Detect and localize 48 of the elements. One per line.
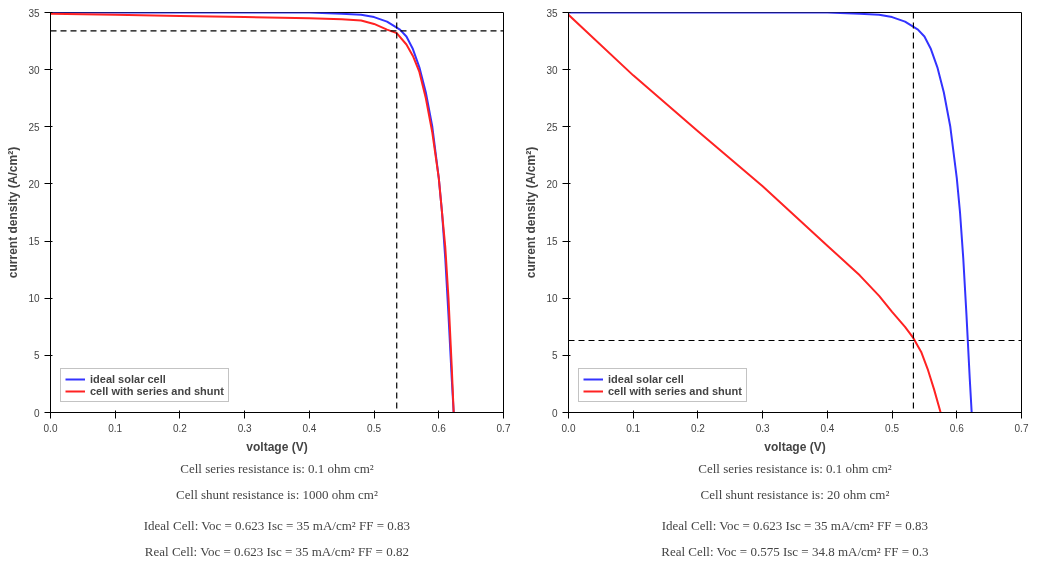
x-tick-label: 0.0: [43, 422, 58, 434]
legend-label: ideal solar cell: [90, 373, 166, 385]
x-tick-label: 0.5: [885, 422, 900, 434]
y-tick-label: 15: [546, 236, 558, 248]
text: Real Cell: Voc = 0.575 Isc = 34.8 mA/cm² FF = 0.3: [661, 543, 929, 559]
x-tick-label: 0.7: [496, 422, 511, 434]
y-tick-label: 30: [546, 64, 558, 76]
x-axis-title: voltage (V): [246, 439, 308, 454]
y-tick-label: 20: [28, 178, 40, 190]
x-tick-label: 0.4: [820, 422, 835, 434]
y-tick-label: 20: [546, 178, 558, 190]
x-tick-label: 0.6: [949, 422, 965, 434]
x-tick-label: 0.7: [1014, 422, 1029, 434]
text: Real Cell: Voc = 0.623 Isc = 35 mA/cm² FF = 0.82: [144, 543, 409, 559]
y-tick-label: 5: [33, 350, 40, 362]
y-tick-label: 30: [28, 64, 40, 76]
y-axis-title: current density (A/cm²): [6, 146, 21, 279]
x-tick-label: 0.2: [172, 422, 188, 434]
text: Cell shunt resistance is: 20 ohm cm²: [700, 486, 890, 502]
text: Ideal Cell: Voc = 0.623 Isc = 35 mA/cm² FF = 0.83: [661, 517, 929, 533]
x-tick-label: 0.1: [108, 422, 123, 434]
text: Ideal Cell: Voc = 0.623 Isc = 35 mA/cm² FF = 0.83: [143, 517, 411, 533]
x-tick-label: 0.3: [755, 422, 771, 434]
x-tick-label: 0.6: [431, 422, 447, 434]
text: Cell series resistance is: 0.1 ohm cm²: [180, 460, 374, 476]
legend-label: cell with series and shunt: [608, 385, 742, 397]
x-tick-label: 0.1: [626, 422, 641, 434]
x-axis-title: voltage (V): [764, 439, 826, 454]
x-tick-label: 0.3: [237, 422, 253, 434]
x-tick-label: 0.2: [690, 422, 706, 434]
x-tick-label: 0.4: [302, 422, 317, 434]
y-tick-label: 10: [546, 293, 558, 305]
y-tick-label: 35: [546, 7, 558, 19]
y-tick-label: 0: [33, 407, 40, 419]
legend-label: cell with series and shunt: [90, 385, 224, 397]
y-tick-label: 25: [28, 121, 40, 133]
y-axis-title: current density (A/cm²): [524, 146, 539, 279]
y-tick-label: 35: [28, 7, 40, 19]
y-tick-label: 0: [551, 407, 558, 419]
legend-label: ideal solar cell: [608, 373, 684, 385]
text: Cell series resistance is: 0.1 ohm cm²: [698, 460, 892, 476]
x-tick-label: 0.0: [561, 422, 576, 434]
x-tick-label: 0.5: [367, 422, 382, 434]
y-tick-label: 15: [28, 236, 40, 248]
y-tick-label: 10: [28, 293, 40, 305]
y-tick-label: 25: [546, 121, 558, 133]
text: Cell shunt resistance is: 1000 ohm cm²: [176, 486, 378, 502]
y-tick-label: 5: [551, 350, 558, 362]
